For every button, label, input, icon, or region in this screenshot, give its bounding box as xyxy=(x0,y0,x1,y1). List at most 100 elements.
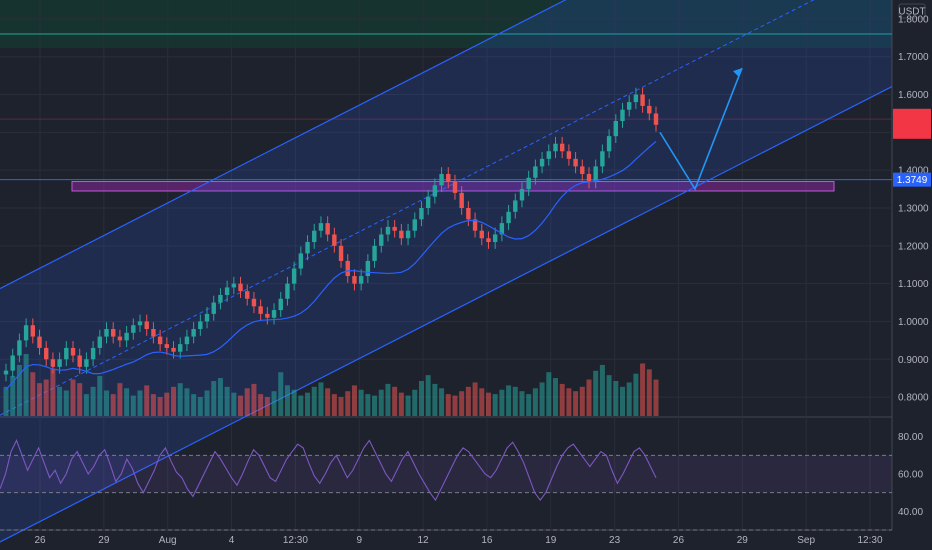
volume-bar xyxy=(305,392,311,416)
moving-average-line xyxy=(5,140,657,390)
volume-bar xyxy=(345,391,351,416)
candle-body xyxy=(379,234,384,246)
candle-body xyxy=(37,336,42,348)
volume-bar xyxy=(412,389,418,416)
time-tick-label: 4 xyxy=(229,535,235,546)
volume-bar xyxy=(479,388,485,416)
candle-body xyxy=(137,321,143,326)
candle-body xyxy=(312,230,317,243)
volume-bar xyxy=(278,372,284,416)
channel-lower-line xyxy=(0,85,893,543)
volume-bar xyxy=(191,394,197,416)
candle-body xyxy=(224,287,230,295)
volume-bar xyxy=(231,392,237,416)
volume-bar xyxy=(546,372,552,416)
volume-bar xyxy=(633,373,639,416)
candle-body xyxy=(204,313,210,322)
candle-body xyxy=(600,151,605,167)
candle-body xyxy=(104,329,109,337)
candle-body xyxy=(265,313,270,318)
candle-body xyxy=(559,143,565,152)
candle-body xyxy=(184,336,190,345)
volume-bar xyxy=(619,386,625,416)
candle-body xyxy=(613,121,618,137)
volume-bar xyxy=(385,383,391,416)
support-price-label: 1.3749 xyxy=(897,175,928,186)
candle-body xyxy=(499,223,505,235)
currency-badge[interactable]: USDT xyxy=(898,3,926,19)
candle-body xyxy=(238,283,243,292)
rsi-tick-label: 80.00 xyxy=(898,432,923,443)
candle-body xyxy=(325,223,330,235)
volume-bar xyxy=(418,380,424,416)
rsi-tick-label: 60.00 xyxy=(898,470,923,481)
volume-bar xyxy=(211,380,217,416)
candle-body xyxy=(90,347,96,360)
time-tick-label: 26 xyxy=(673,535,685,546)
time-tick-label: 12:30 xyxy=(283,535,308,546)
candle-body xyxy=(17,340,22,356)
volume-bar xyxy=(57,386,63,416)
time-tick-label: Aug xyxy=(159,535,177,546)
candle-body xyxy=(392,226,397,231)
volume-bar xyxy=(63,390,69,416)
volume-bar xyxy=(238,395,244,416)
currency-label: USDT xyxy=(898,7,925,18)
candle-body xyxy=(271,310,277,318)
volume-bar xyxy=(398,392,404,416)
candle-body xyxy=(245,291,250,299)
volume-bar xyxy=(204,390,210,416)
volume-bar xyxy=(532,388,538,416)
volume-bar xyxy=(184,388,190,416)
volume-bar xyxy=(372,395,378,416)
volume-bar xyxy=(77,383,83,416)
rsi-pane[interactable] xyxy=(0,418,892,530)
price-axis[interactable] xyxy=(892,0,932,550)
candle-body xyxy=(539,158,545,167)
volume-bar xyxy=(485,392,491,416)
candle-body xyxy=(30,325,36,337)
channel-fill xyxy=(0,0,892,542)
candle-body xyxy=(479,230,484,239)
volume-bar xyxy=(526,394,532,416)
candle-body xyxy=(251,298,257,307)
candle-body xyxy=(50,359,56,367)
volume-bar xyxy=(358,389,364,416)
volume-bar xyxy=(83,394,89,416)
candle-body xyxy=(425,196,431,208)
candle-body xyxy=(365,260,371,277)
candle-body xyxy=(305,242,310,254)
volume-bar xyxy=(171,386,177,416)
candle-body xyxy=(626,102,632,110)
price-tick-label: 0.9000 xyxy=(898,355,929,366)
volume-bar xyxy=(338,397,344,416)
rsi-layer xyxy=(0,439,892,531)
time-tick-label: 12 xyxy=(418,535,430,546)
volume-bar xyxy=(124,388,130,416)
candle-body xyxy=(399,230,404,239)
time-tick-label: 19 xyxy=(545,535,557,546)
candle-body xyxy=(44,347,49,360)
time-tick-label: 29 xyxy=(98,535,110,546)
volume-bar xyxy=(90,386,96,416)
volume-bar xyxy=(392,386,398,416)
candle-body xyxy=(372,245,377,261)
candle-body xyxy=(580,166,585,174)
candle-body xyxy=(3,370,9,375)
candle-body xyxy=(526,177,531,190)
candle-body xyxy=(492,234,498,243)
volume-bar xyxy=(197,397,203,416)
price-tick-label: 1.6000 xyxy=(898,90,929,101)
support-price-label-bg xyxy=(893,172,931,187)
candle-body xyxy=(439,173,444,186)
volume-bar xyxy=(539,382,545,416)
rsi-band xyxy=(0,455,892,493)
candle-body xyxy=(553,143,558,152)
candle-body xyxy=(452,181,458,193)
time-axis[interactable] xyxy=(0,530,932,550)
channel-layer xyxy=(0,0,893,543)
volume-bar xyxy=(43,379,49,416)
volume-bar xyxy=(566,388,572,416)
channel-upper-line xyxy=(0,0,567,290)
